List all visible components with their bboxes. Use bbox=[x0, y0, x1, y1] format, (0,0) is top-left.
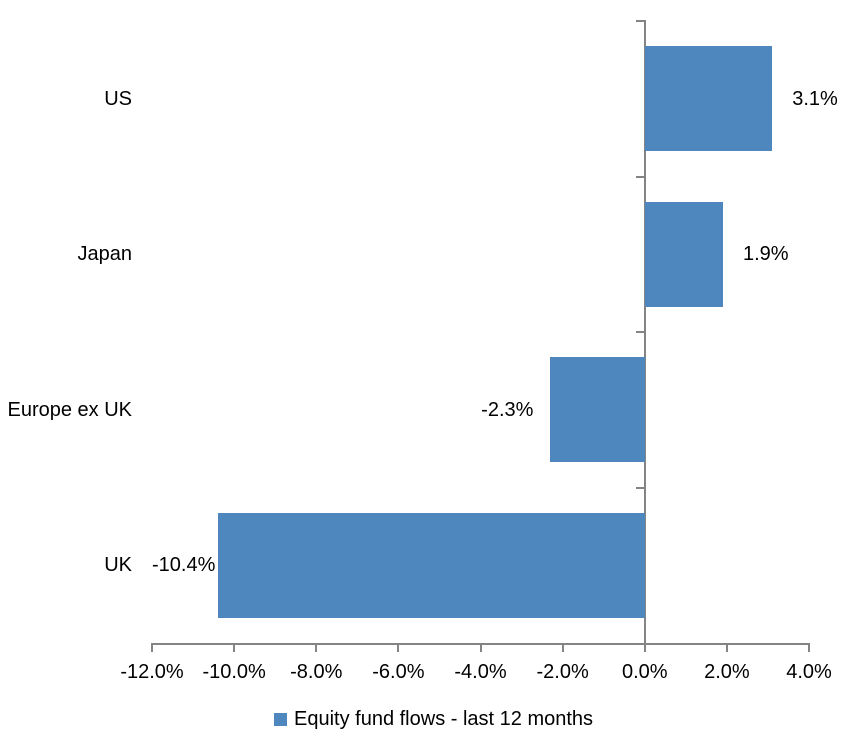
value-label-us: 3.1% bbox=[792, 87, 838, 110]
category-label-europe-ex-uk: Europe ex UK bbox=[7, 398, 132, 421]
category-axis-tick bbox=[635, 486, 646, 489]
bar-japan bbox=[644, 201, 723, 307]
x-tick-label: -6.0% bbox=[372, 661, 425, 683]
bar-uk bbox=[217, 512, 645, 618]
x-tick-label: 2.0% bbox=[704, 661, 750, 683]
x-axis-tick bbox=[725, 643, 728, 652]
category-axis-tick bbox=[635, 20, 646, 22]
category-label-uk: UK bbox=[104, 554, 132, 577]
category-axis-line bbox=[643, 21, 646, 645]
value-label-uk: -10.4% bbox=[152, 554, 216, 577]
legend-label: Equity fund flows - last 12 months bbox=[294, 708, 594, 730]
x-tick-label: -2.0% bbox=[536, 661, 589, 683]
bar-europe-ex-uk bbox=[550, 357, 645, 463]
x-tick-label: -10.0% bbox=[202, 661, 266, 683]
x-tick-label: -12.0% bbox=[120, 661, 184, 683]
value-label-europe-ex-uk: -2.3% bbox=[481, 398, 534, 421]
x-axis-tick bbox=[397, 643, 400, 652]
category-axis-tick bbox=[635, 175, 646, 178]
chart-legend: Equity fund flows - last 12 months bbox=[274, 707, 593, 731]
x-axis-tick bbox=[315, 643, 318, 652]
category-label-us: US bbox=[104, 87, 132, 110]
value-label-japan: 1.9% bbox=[742, 243, 789, 266]
x-axis-tick bbox=[808, 643, 810, 652]
x-tick-label: -8.0% bbox=[290, 661, 343, 683]
x-tick-label: -4.0% bbox=[454, 661, 507, 683]
x-tick-label: 4.0% bbox=[786, 661, 832, 683]
x-axis-tick bbox=[561, 643, 564, 652]
x-axis-tick bbox=[643, 643, 646, 652]
x-axis-tick bbox=[151, 643, 153, 652]
bar-us bbox=[644, 46, 773, 152]
category-label-japan: Japan bbox=[77, 243, 133, 266]
x-axis-tick bbox=[479, 643, 482, 652]
x-axis-tick bbox=[233, 643, 236, 652]
category-axis-tick bbox=[635, 331, 646, 333]
x-tick-label: 0.0% bbox=[621, 661, 668, 683]
legend-swatch bbox=[274, 712, 287, 726]
